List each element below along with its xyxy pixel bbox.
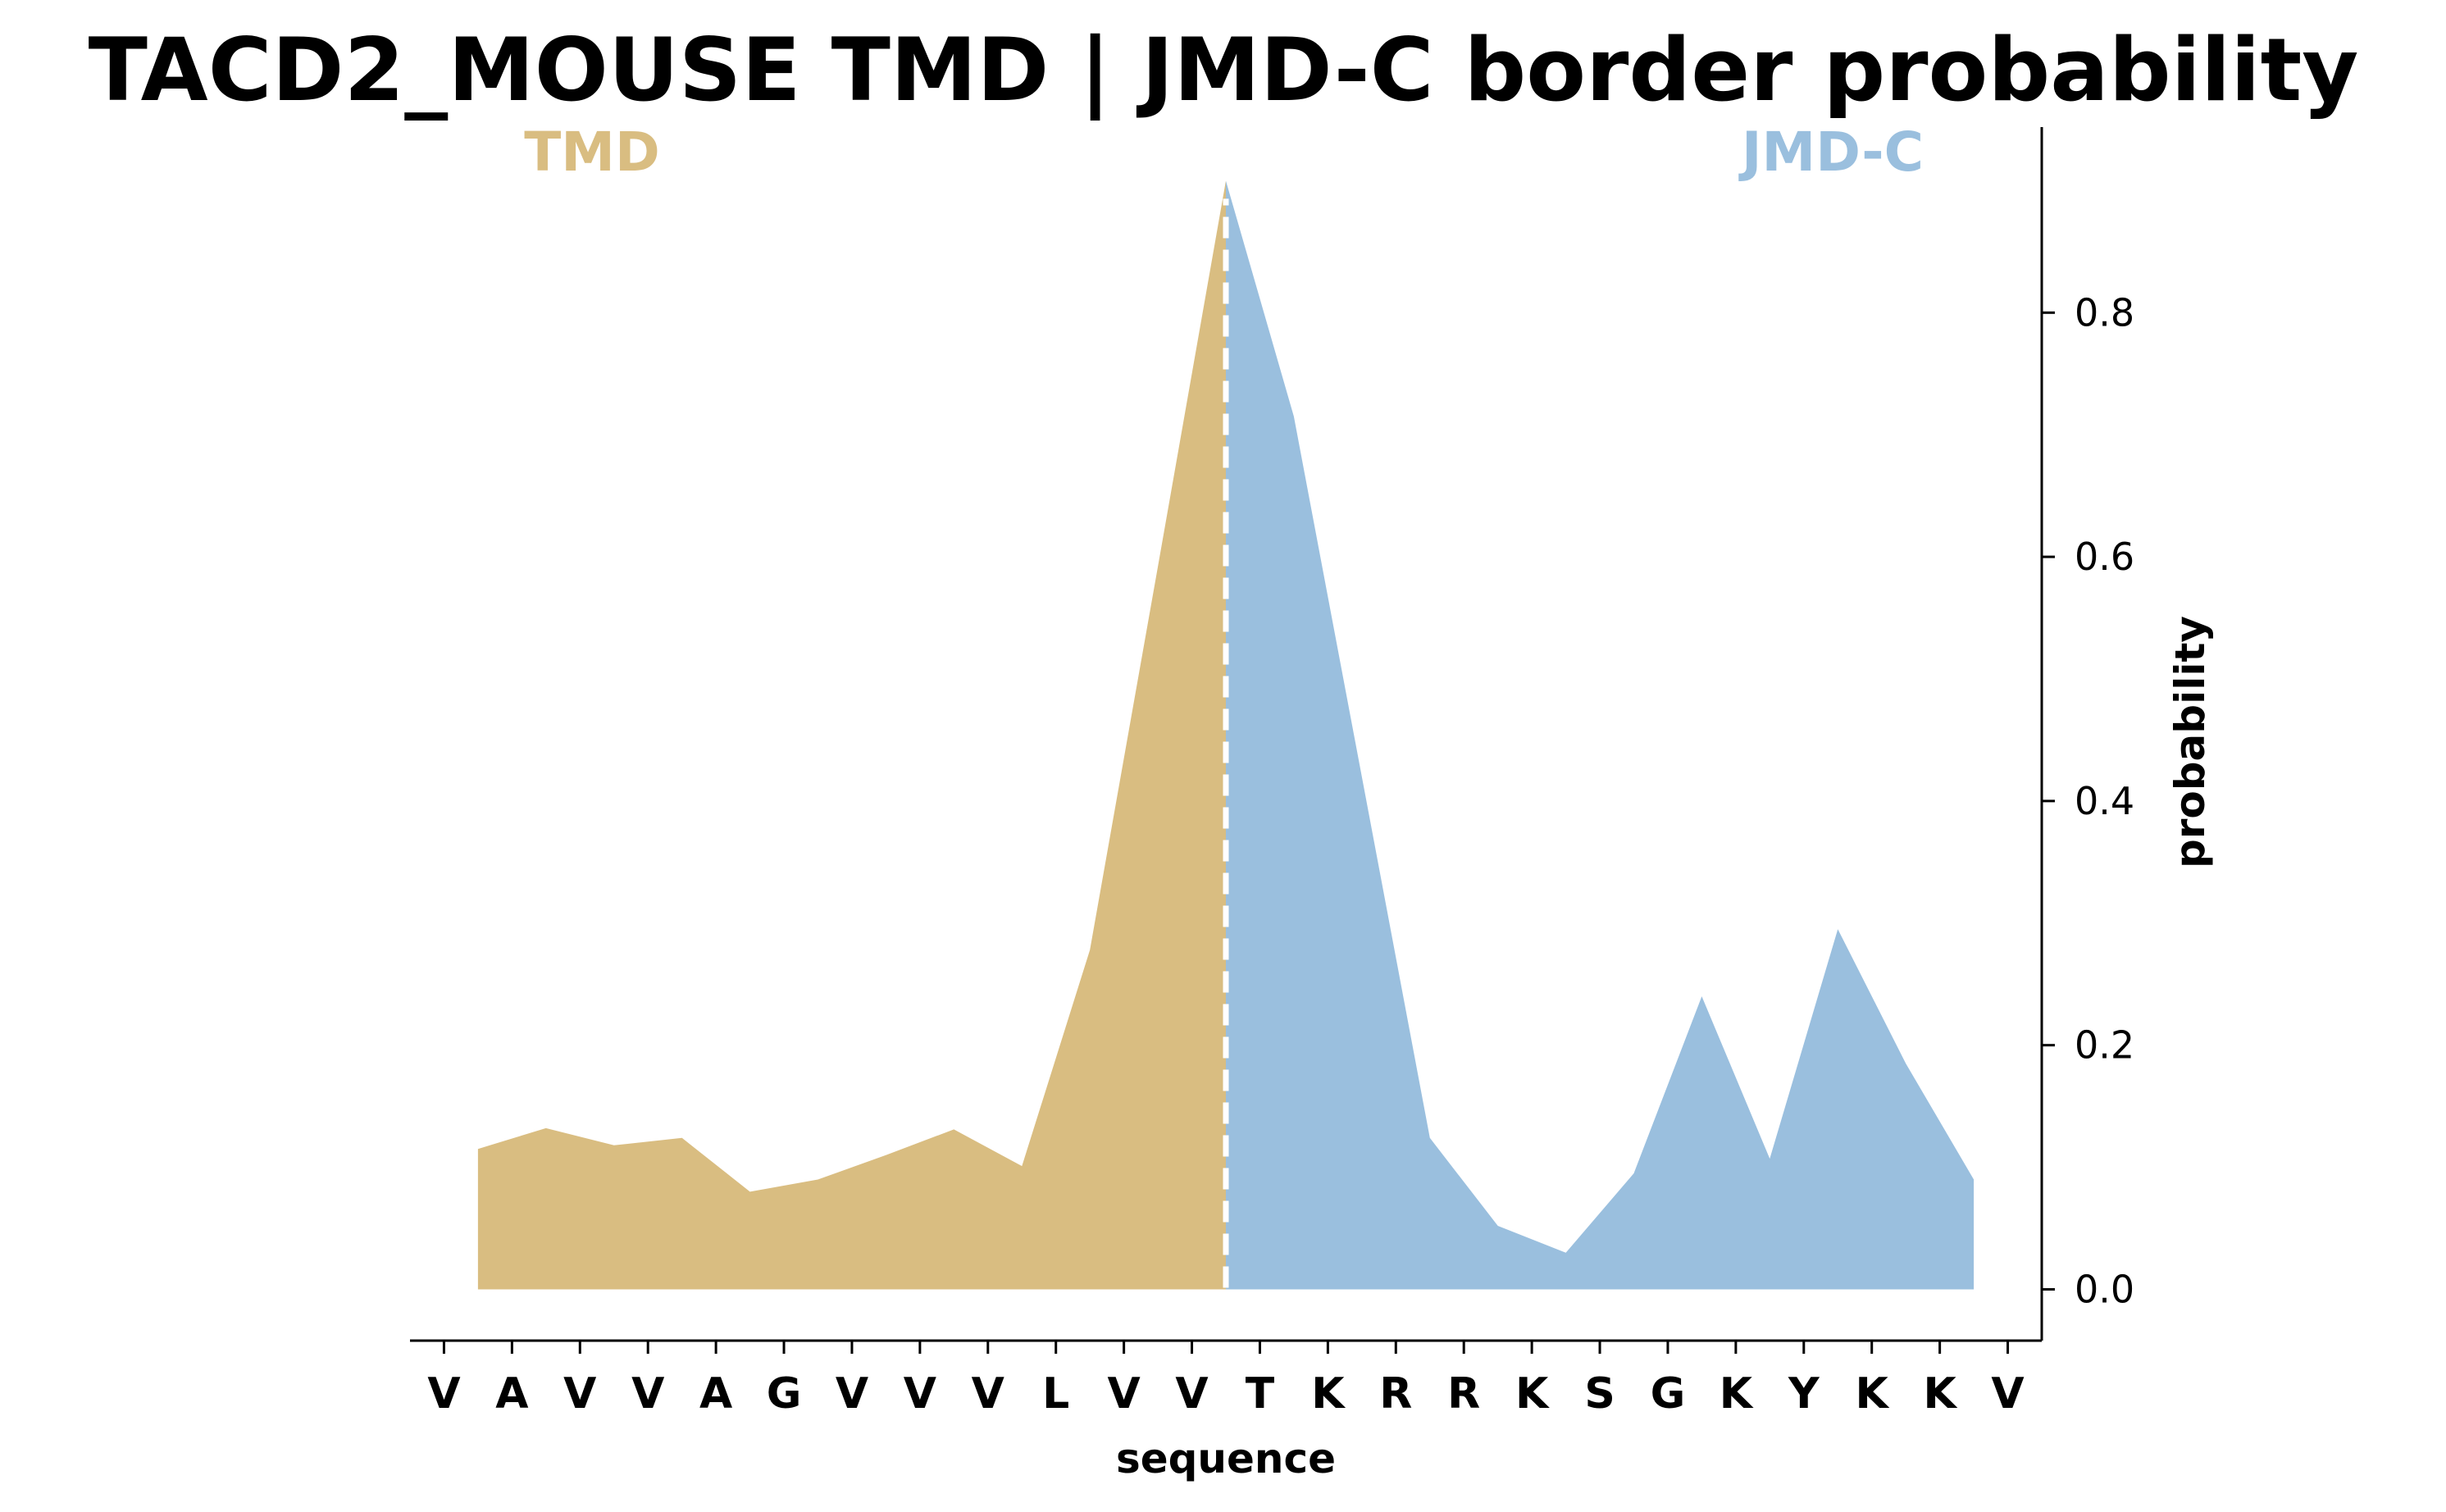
- x-tick-label: V: [1991, 1369, 2024, 1419]
- x-tick-label: K: [1856, 1369, 1890, 1419]
- y-axis-ticks: 0.0 0.2 0.4 0.6 0.8: [2042, 290, 2134, 1311]
- x-tick-label: V: [563, 1369, 596, 1419]
- x-tick-label: G: [1651, 1369, 1686, 1419]
- x-tick-label: K: [1719, 1369, 1754, 1419]
- area-series-jmd-c: [1226, 180, 1975, 1290]
- x-tick-label: V: [1108, 1369, 1141, 1419]
- x-tick-label: A: [699, 1369, 732, 1419]
- x-tick-label: V: [904, 1369, 936, 1419]
- y-tick-label: 0.0: [2075, 1267, 2134, 1311]
- y-tick-label: 0.4: [2075, 779, 2134, 823]
- area-series-tmd: [477, 180, 1226, 1290]
- x-tick-label: T: [1246, 1369, 1275, 1419]
- x-axis-label: sequence: [1116, 1435, 1336, 1482]
- x-tick-label: Y: [1788, 1369, 1820, 1419]
- x-tick-label: G: [767, 1369, 802, 1419]
- x-tick-label: V: [972, 1369, 1004, 1419]
- y-axis-label: probability: [2166, 616, 2214, 868]
- x-tick-label: V: [631, 1369, 664, 1419]
- x-tick-label: L: [1042, 1369, 1069, 1419]
- y-tick-label: 0.2: [2075, 1023, 2134, 1068]
- x-tick-label: S: [1584, 1369, 1615, 1419]
- x-tick-label: R: [1379, 1369, 1412, 1419]
- plot-area: [477, 180, 1975, 1290]
- x-tick-label: K: [1311, 1369, 1346, 1419]
- x-tick-label: V: [836, 1369, 868, 1419]
- jmd-c-region-label: JMD-C: [1738, 121, 1924, 184]
- x-tick-label: V: [427, 1369, 460, 1419]
- x-tick-label: R: [1447, 1369, 1480, 1419]
- x-tick-label: K: [1923, 1369, 1957, 1419]
- y-tick-label: 0.6: [2075, 535, 2134, 579]
- x-tick-label: V: [1175, 1369, 1208, 1419]
- x-tick-label: A: [495, 1369, 528, 1419]
- x-tick-label: K: [1515, 1369, 1550, 1419]
- chart-title: TACD2_MOUSE TMD | JMD-C border probabili…: [89, 20, 2359, 121]
- tmd-region-label: TMD: [524, 121, 659, 184]
- y-tick-label: 0.8: [2075, 290, 2134, 335]
